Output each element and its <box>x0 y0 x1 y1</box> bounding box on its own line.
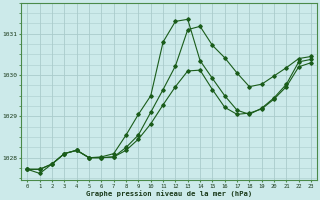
X-axis label: Graphe pression niveau de la mer (hPa): Graphe pression niveau de la mer (hPa) <box>86 190 252 197</box>
